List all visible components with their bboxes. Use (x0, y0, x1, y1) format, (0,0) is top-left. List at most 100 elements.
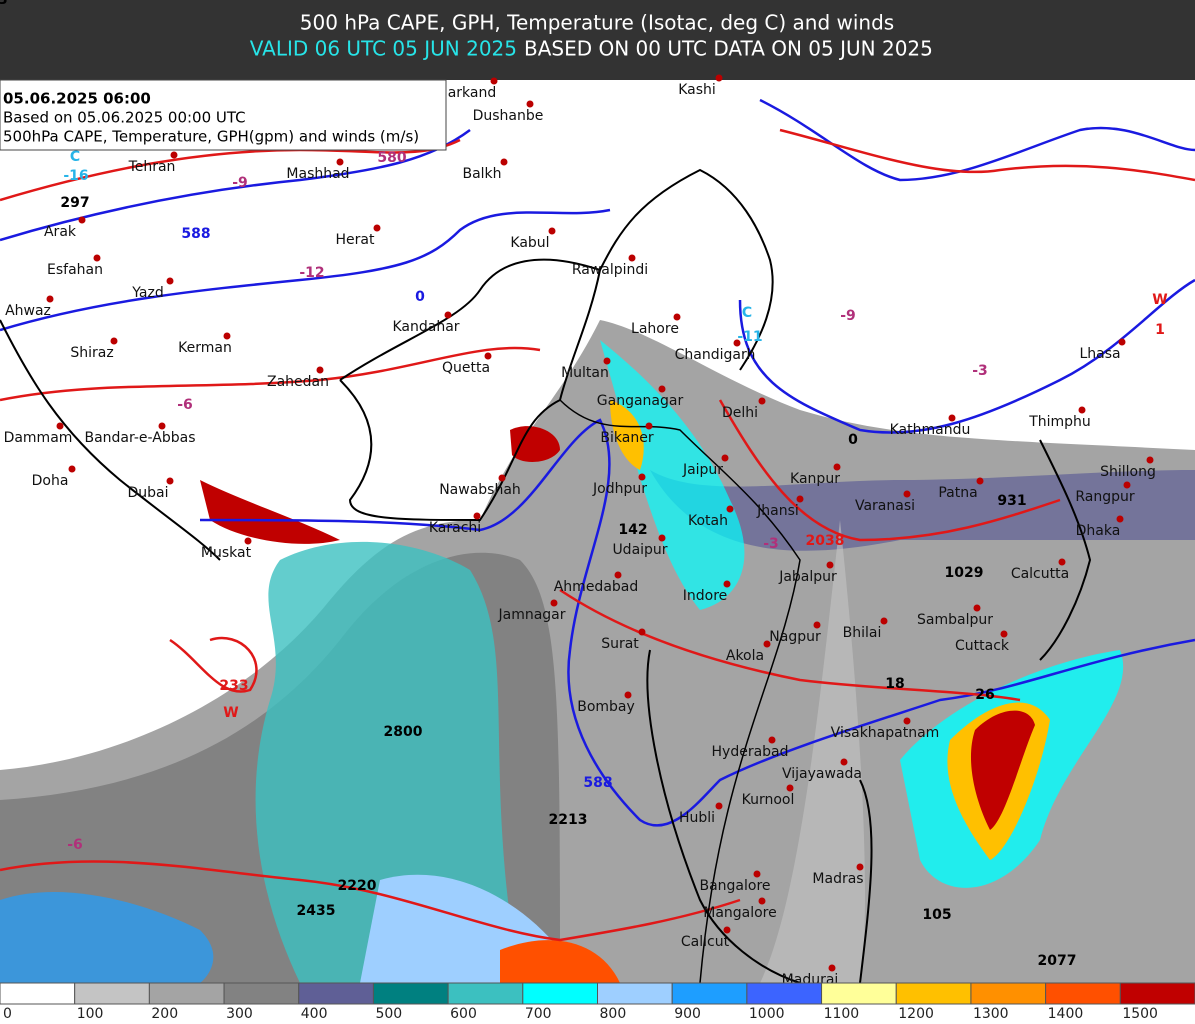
city-label: Dubai (127, 485, 168, 501)
contour-label: 2220 (338, 878, 377, 894)
city-label: Kotah (688, 513, 728, 529)
city-label: Shillong (1100, 464, 1156, 480)
city-label: Varanasi (855, 498, 915, 514)
contour-label: 1 (1155, 322, 1165, 338)
city-dot (976, 477, 984, 485)
city-label: Esfahan (47, 262, 103, 278)
city-dot (244, 537, 252, 545)
city-label: Dhaka (1076, 523, 1121, 539)
contour-label: 2435 (297, 903, 336, 919)
city-label: Kabul (510, 235, 549, 251)
city-label: Thimphu (1028, 414, 1091, 430)
city-label: Bhilai (843, 625, 882, 641)
contour-label: 0 (848, 432, 858, 448)
city-label: Quetta (442, 360, 490, 376)
city-dot (721, 454, 729, 462)
city-dot (1000, 630, 1008, 638)
contour-label: -9 (232, 175, 248, 191)
city-dot (166, 477, 174, 485)
city-dot (498, 474, 506, 482)
city-label: Ahwaz (5, 303, 51, 319)
colorbar-swatch (447, 982, 524, 1005)
contour-label: -3 (972, 363, 988, 379)
city-dot (758, 397, 766, 405)
city-label: Chandigarh (675, 347, 756, 363)
city-dot (550, 599, 558, 607)
city-dot (1146, 456, 1154, 464)
valid-time: VALID 06 UTC 05 JUN 2025 (250, 37, 517, 61)
contour-label: 142 (618, 522, 647, 538)
city-label: Calcutta (1011, 566, 1069, 582)
city-label: Nawabshah (439, 482, 521, 498)
city-label: Shiraz (70, 345, 113, 361)
city-dot (715, 802, 723, 810)
colorbar-swatch (821, 982, 897, 1005)
colorbar-tick-label: 600 (450, 1006, 477, 1022)
city-label: Multan (561, 365, 609, 381)
colorbar-tick-label: 900 (674, 1006, 701, 1022)
city-dot (166, 277, 174, 285)
city-label: Kashi (678, 82, 716, 98)
colorbar-swatch (372, 982, 449, 1005)
city-dot (484, 352, 492, 360)
colorbar-tick-label: 1400 (1048, 1006, 1084, 1022)
contour-label: 580 (377, 150, 406, 166)
city-dot (78, 216, 86, 224)
city-dot (828, 964, 836, 972)
city-dot (336, 158, 344, 166)
colorbar-tick-label: 500 (375, 1006, 402, 1022)
city-dot (603, 357, 611, 365)
city-label: Dushanbe (473, 108, 544, 124)
contour-label: -12 (299, 265, 324, 281)
city-label: Kandahar (392, 319, 459, 335)
city-label: Visakhapatnam (831, 725, 940, 741)
city-dot (548, 227, 556, 235)
city-dot (500, 158, 508, 166)
contour-label: 1029 (945, 565, 984, 581)
colorbar-tick-label: 200 (151, 1006, 178, 1022)
city-dot (880, 617, 888, 625)
city-dot (840, 758, 848, 766)
city-dot (490, 77, 498, 85)
city-dot (1058, 558, 1066, 566)
city-label: Ahmedabad (554, 579, 639, 595)
city-label: arkand (448, 85, 497, 101)
city-label: Zahedan (267, 374, 329, 390)
city-dot (1123, 481, 1131, 489)
city-label: Calicut (681, 934, 730, 950)
colorbar-swatch (298, 982, 374, 1005)
colorbar-tick-label: 300 (226, 1006, 253, 1022)
city-label: Muskat (201, 545, 252, 561)
contour-label: -6 (177, 397, 193, 413)
city-label: Surat (601, 636, 639, 652)
city-dot (93, 254, 101, 262)
city-dot (526, 100, 534, 108)
info-line: 500hPa CAPE, Temperature, GPH(gpm) and w… (3, 128, 419, 146)
colorbar-tick-label: 1100 (824, 1006, 860, 1022)
city-label: Bangalore (699, 878, 770, 894)
city-label: Balkh (462, 166, 501, 182)
city-dot (645, 422, 653, 430)
contour-label: -6 (67, 837, 83, 853)
city-dot (444, 311, 452, 319)
cape-field (0, 320, 1195, 983)
city-dot (903, 717, 911, 725)
city-label: Hyderabad (712, 744, 789, 760)
colorbar-tick-label: 700 (525, 1006, 552, 1022)
city-dot (223, 332, 231, 340)
city-label: Lhasa (1079, 346, 1120, 362)
city-dot (723, 926, 731, 934)
city-dot (733, 339, 741, 347)
contour-label: -3 (763, 536, 779, 552)
city-dot (1078, 406, 1086, 414)
city-dot (68, 465, 76, 473)
city-dot (948, 414, 956, 422)
colorbar-tick-label: 1000 (749, 1006, 785, 1022)
borders (0, 168, 1092, 984)
contour-label: 0 (415, 289, 425, 305)
city-dot (813, 621, 821, 629)
city-dot (638, 628, 646, 636)
city-dot (638, 473, 646, 481)
